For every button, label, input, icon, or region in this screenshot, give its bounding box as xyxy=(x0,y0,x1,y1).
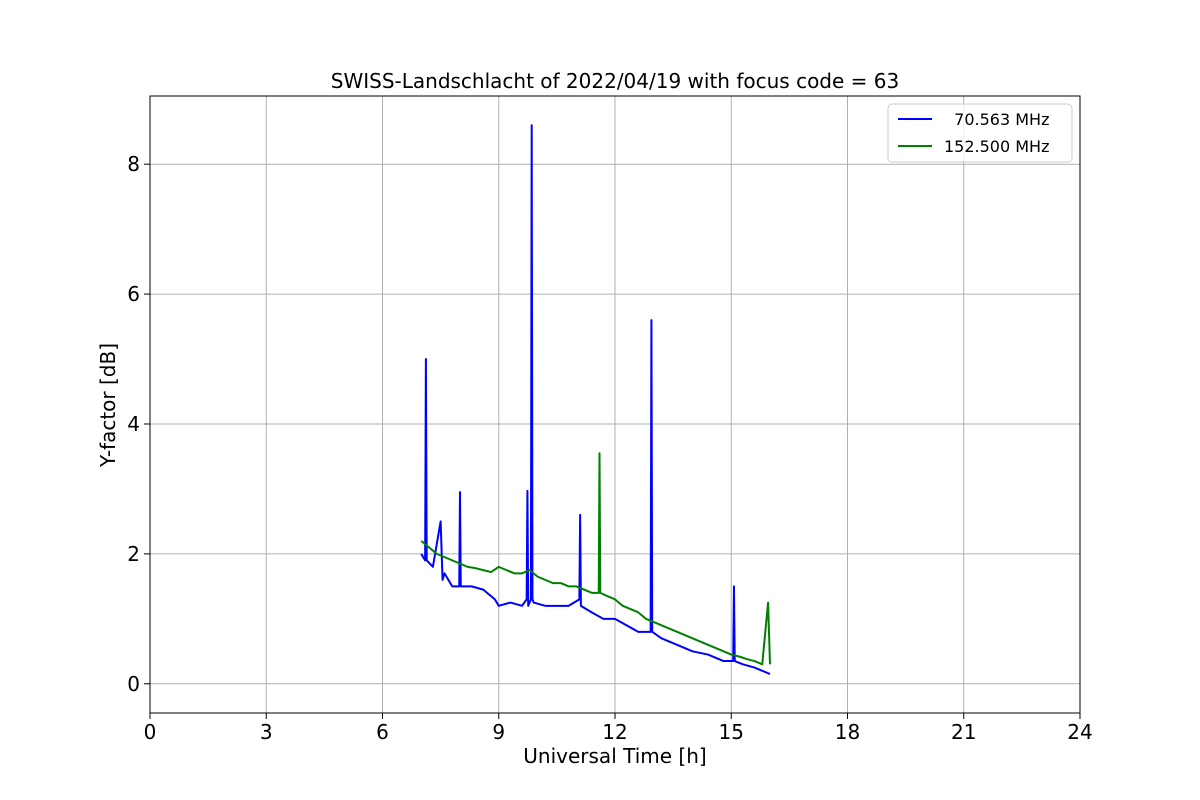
x-tick-label: 18 xyxy=(835,720,860,744)
x-tick-label: 6 xyxy=(376,720,389,744)
x-tick-label: 9 xyxy=(492,720,505,744)
x-tick-label: 3 xyxy=(260,720,273,744)
x-axis-label: Universal Time [h] xyxy=(523,744,706,768)
legend: 70.563 MHz 152.500 MHz xyxy=(887,103,1073,163)
y-tick-label: 8 xyxy=(127,152,140,176)
chart-title: SWISS-Landschlacht of 2022/04/19 with fo… xyxy=(331,69,899,93)
legend-box xyxy=(887,103,1073,163)
legend-label-152mhz: 152.500 MHz xyxy=(944,137,1049,156)
series-line-152mhz xyxy=(420,452,771,666)
x-tick-label: 12 xyxy=(602,720,627,744)
y-tick-label: 2 xyxy=(127,542,140,566)
series-line-70mhz xyxy=(420,124,771,675)
x-tick-label: 0 xyxy=(144,720,157,744)
y-tick-label: 4 xyxy=(127,412,140,436)
y-axis-label: Y-factor [dB] xyxy=(96,343,120,468)
x-tick-label: 21 xyxy=(951,720,976,744)
y-tick-label: 6 xyxy=(127,282,140,306)
x-tick-label: 24 xyxy=(1067,720,1092,744)
legend-label-70mhz: 70.563 MHz xyxy=(944,110,1049,129)
series-layer xyxy=(420,124,771,675)
x-tick-label: 15 xyxy=(719,720,744,744)
y-tick-label: 0 xyxy=(127,672,140,696)
